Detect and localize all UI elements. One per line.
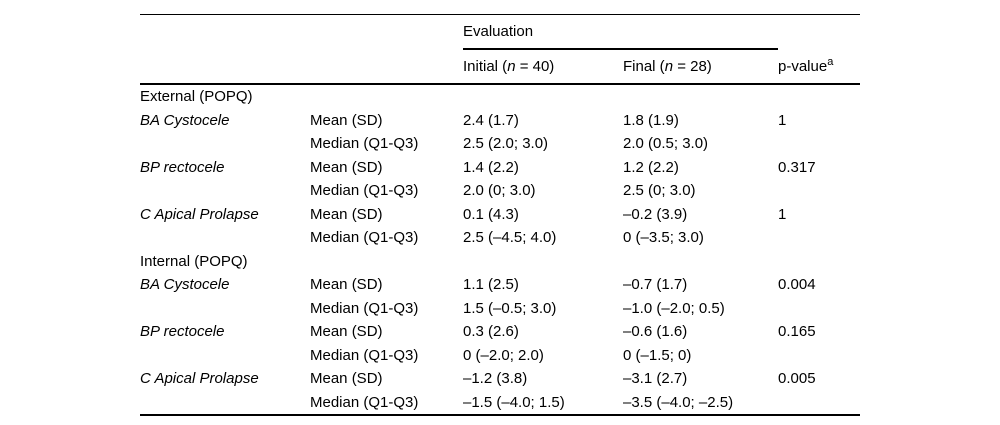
row-label [140,179,310,203]
initial-value: 1.4 (2.2) [463,158,519,176]
row-label: BP rectocele [140,323,225,341]
p-value [778,391,860,416]
p-value: 0.005 [778,370,816,388]
final-value: 0 (–3.5; 3.0) [623,229,704,247]
final-value: –1.0 (–2.0; 0.5) [623,299,725,317]
final-value: 2.5 (0; 3.0) [623,182,696,200]
row-label: BA Cystocele [140,111,230,129]
p-value: 1 [778,205,787,223]
footnote-marker: a [827,56,834,68]
stat-label: Median (Q1-Q3) [310,229,419,247]
final-value: 1.2 (2.2) [623,158,679,176]
p-value [778,226,860,250]
header-text: Initial ( [463,58,508,75]
stat-label: Median (Q1-Q3) [310,135,419,153]
section-label: Internal (POPQ) [140,252,248,270]
row-label [140,391,310,416]
table-row: Median (Q1-Q3) 2.5 (–4.5; 4.0) 0 (–3.5; … [140,226,860,250]
initial-value: 2.0 (0; 3.0) [463,182,536,200]
row-label: C Apical Prolapse [140,370,259,388]
table-row: BP rectocele Mean (SD) 1.4 (2.2) 1.2 (2.… [140,156,860,180]
p-value [778,297,860,321]
final-value: –3.1 (2.7) [623,370,688,388]
final-value: –3.5 (–4.0; –2.5) [623,393,734,411]
row-label: BP rectocele [140,158,225,176]
table-row: Median (Q1-Q3) 2.5 (2.0; 3.0) 2.0 (0.5; … [140,132,860,156]
final-value: –0.7 (1.7) [623,276,688,294]
initial-value: 2.4 (1.7) [463,111,519,129]
row-label: BA Cystocele [140,276,230,294]
p-value [778,344,860,368]
popq-evaluation-table: Evaluation Initial (n = 40) Final (n = 2… [140,14,860,416]
table-row: BA Cystocele Mean (SD) 2.4 (1.7) 1.8 (1.… [140,109,860,133]
stat-label: Mean (SD) [310,111,383,129]
spacer-cell [140,15,463,50]
header-text: Final ( [623,58,665,75]
table-row: Initial (n = 40) Final (n = 28) p-valuea [140,49,860,84]
column-header-initial: Initial (n = 40) [463,49,623,84]
stat-label: Mean (SD) [310,158,383,176]
table-row: C Apical Prolapse Mean (SD) 0.1 (4.3) –0… [140,203,860,227]
stat-label: Mean (SD) [310,205,383,223]
row-label [140,344,310,368]
initial-value: 0.1 (4.3) [463,205,519,223]
italic-n: n [664,58,674,75]
table-row: Median (Q1-Q3) 2.0 (0; 3.0) 2.5 (0; 3.0) [140,179,860,203]
stat-label: Mean (SD) [310,323,383,341]
p-value [778,132,860,156]
stat-label: Median (Q1-Q3) [310,393,419,411]
stat-label: Median (Q1-Q3) [310,299,419,317]
header-text: = 28) [673,58,712,75]
stat-label: Mean (SD) [310,276,383,294]
evaluation-spanner-header: Evaluation [463,14,778,50]
final-value: –0.2 (3.9) [623,205,688,223]
row-label [140,132,310,156]
initial-value: 0 (–2.0; 2.0) [463,346,544,364]
final-value: 0 (–1.5; 0) [623,346,692,364]
initial-value: 1.5 (–0.5; 3.0) [463,299,557,317]
row-label [140,297,310,321]
column-header-final: Final (n = 28) [623,49,778,84]
table-row: BP rectocele Mean (SD) 0.3 (2.6) –0.6 (1… [140,320,860,344]
initial-value: 2.5 (–4.5; 4.0) [463,229,557,247]
section-label: External (POPQ) [140,88,253,106]
p-value: 0.165 [778,323,816,341]
header-text: p-value [778,58,828,75]
final-value: 2.0 (0.5; 3.0) [623,135,709,153]
row-label [140,226,310,250]
initial-value: 1.1 (2.5) [463,276,519,294]
table-row: Median (Q1-Q3) 1.5 (–0.5; 3.0) –1.0 (–2.… [140,297,860,321]
final-value: 1.8 (1.9) [623,111,679,129]
table-row: Evaluation [140,14,860,50]
stat-label: Median (Q1-Q3) [310,182,419,200]
p-value: 0.317 [778,158,816,176]
initial-value: –1.5 (–4.0; 1.5) [463,393,565,411]
initial-value: –1.2 (3.8) [463,370,528,388]
initial-value: 2.5 (2.0; 3.0) [463,135,549,153]
table-row: Median (Q1-Q3) –1.5 (–4.0; 1.5) –3.5 (–4… [140,391,860,416]
p-value [778,179,860,203]
table-row: BA Cystocele Mean (SD) 1.1 (2.5) –0.7 (1… [140,273,860,297]
table-row: Median (Q1-Q3) 0 (–2.0; 2.0) 0 (–1.5; 0) [140,344,860,368]
spacer-cell [778,15,860,50]
header-text: = 40) [515,58,555,75]
p-value: 1 [778,111,787,129]
spacer-cell [310,49,463,84]
column-header-pvalue: p-valuea [778,49,860,84]
initial-value: 0.3 (2.6) [463,323,519,341]
p-value: 0.004 [778,276,816,294]
row-label: C Apical Prolapse [140,205,259,223]
table-row: C Apical Prolapse Mean (SD) –1.2 (3.8) –… [140,367,860,391]
italic-n: n [507,58,516,75]
final-value: –0.6 (1.6) [623,323,688,341]
section-row: External (POPQ) [140,84,860,109]
stat-label: Median (Q1-Q3) [310,346,419,364]
section-row: Internal (POPQ) [140,250,860,274]
spacer-cell [140,49,310,84]
stat-label: Mean (SD) [310,370,383,388]
